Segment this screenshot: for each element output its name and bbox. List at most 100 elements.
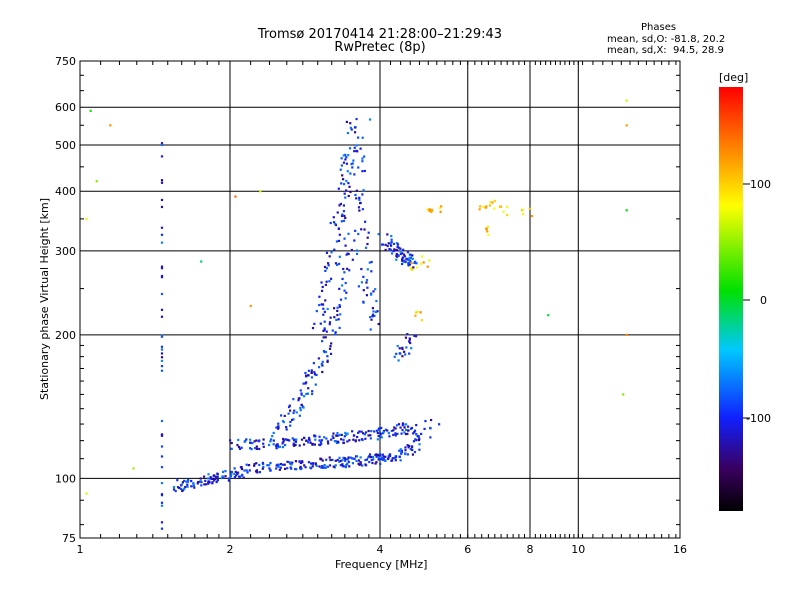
data-point-o (404, 260, 407, 264)
data-point-o (310, 462, 313, 465)
data-point-o (411, 453, 415, 456)
data-point-o (300, 393, 303, 396)
data-point-x (420, 319, 423, 322)
data-point-o (160, 198, 164, 202)
data-point-o (412, 432, 415, 435)
data-point-o (351, 166, 354, 169)
data-point-o (418, 448, 421, 451)
data-point-o (399, 247, 402, 250)
data-point-o (324, 350, 328, 354)
data-point-o (366, 236, 369, 239)
data-point-o (345, 433, 348, 436)
data-point-o (356, 150, 359, 153)
data-point-o (388, 435, 391, 438)
data-point-o (386, 429, 389, 432)
data-point-scattered (89, 109, 92, 112)
data-point-o (332, 432, 335, 435)
data-point-o (216, 479, 219, 482)
data-point-o (315, 309, 318, 313)
data-point-o (341, 459, 344, 462)
data-point-o (333, 316, 336, 319)
data-point-o (394, 427, 397, 430)
data-point-o (393, 355, 396, 358)
data-point-o (374, 310, 378, 314)
data-point-o (321, 303, 324, 306)
data-point-o (351, 430, 354, 433)
data-point-o (361, 464, 364, 467)
data-point-o (377, 428, 380, 432)
data-point-o (366, 286, 369, 289)
data-point-o (368, 118, 372, 121)
stats-line-x: mean, sd,X: 94.5, 28.9 (607, 45, 724, 56)
data-point-x (491, 201, 494, 204)
data-point-o (373, 430, 376, 433)
data-point-o (326, 359, 329, 362)
data-point-o (323, 320, 326, 323)
data-point-o (414, 335, 418, 338)
data-point-o (379, 454, 382, 457)
data-point-o (160, 501, 164, 504)
data-point-o (378, 456, 381, 459)
data-point-o (353, 150, 356, 153)
data-point-o (364, 437, 367, 440)
data-point-o (340, 438, 343, 441)
data-point-o (387, 456, 390, 459)
data-point-o (328, 323, 331, 326)
data-point-o (408, 338, 412, 341)
data-point-o (289, 420, 292, 424)
data-point-o (237, 438, 240, 442)
data-point-o (307, 387, 310, 390)
data-point-o (293, 443, 297, 447)
data-point-o (355, 189, 358, 192)
data-point-o (282, 440, 285, 443)
data-point-o (346, 267, 349, 270)
data-point-o (398, 455, 401, 458)
data-point-o (308, 439, 311, 442)
data-point-o (349, 172, 352, 175)
data-point-o (349, 122, 352, 125)
data-point-o (287, 405, 291, 409)
data-point-o (192, 482, 195, 486)
data-point-o (347, 182, 350, 185)
data-point-o (328, 464, 332, 467)
x-tick-label: 4 (377, 543, 384, 556)
data-point-o (407, 264, 410, 267)
data-point-o (359, 461, 362, 464)
data-point-scattered (625, 209, 628, 212)
data-point-o (345, 179, 348, 183)
data-point-o (341, 284, 344, 287)
data-point-x (410, 261, 413, 265)
data-point-o (284, 438, 287, 441)
data-point-o (404, 336, 408, 339)
data-point-o (304, 374, 308, 377)
data-point-o (397, 423, 401, 426)
data-point-o (357, 232, 360, 236)
data-point-o (207, 473, 210, 476)
data-point-o (209, 477, 212, 480)
data-point-o (344, 158, 347, 161)
data-point-o (336, 309, 339, 313)
data-point-o (337, 262, 341, 266)
data-point-o (160, 433, 164, 436)
data-point-o (377, 427, 381, 430)
data-point-x (428, 208, 431, 211)
data-point-o (300, 438, 304, 441)
data-point-o (358, 439, 361, 442)
data-point-o (314, 383, 317, 386)
data-point-o (318, 439, 321, 442)
data-point-o (267, 443, 271, 447)
data-point-o (289, 462, 292, 465)
y-tick-label: 600 (55, 101, 76, 114)
data-point-o (258, 439, 261, 442)
data-point-o (286, 467, 289, 470)
data-point-scattered (625, 99, 628, 102)
data-point-o (409, 253, 412, 256)
data-point-o (395, 454, 398, 458)
data-point-x (487, 233, 490, 237)
data-point-o (338, 433, 342, 437)
data-point-o (347, 460, 350, 463)
data-point-o (311, 443, 314, 446)
data-point-o (359, 202, 362, 205)
data-point-o (334, 331, 337, 334)
data-point-o (186, 483, 189, 486)
